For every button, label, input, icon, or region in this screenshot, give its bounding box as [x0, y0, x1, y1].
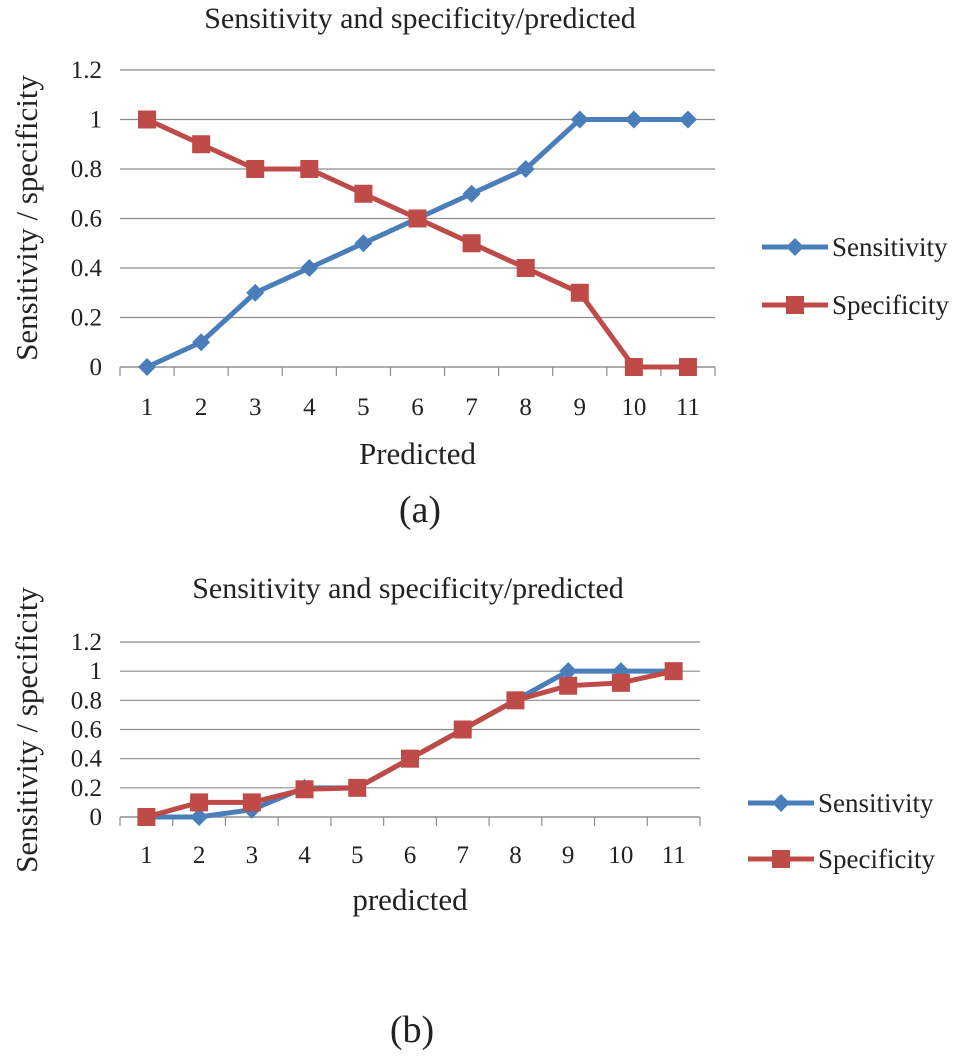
x-tick-label: 10: [608, 842, 633, 869]
line-chart-a: Sensitivity and specificity/predicted 0 0.…: [9, 2, 949, 531]
x-tick-label: 10: [621, 394, 646, 421]
line-chart-b: Sensitivity and specificity/predicted00.…: [9, 572, 935, 1051]
x-tick-label: 1: [141, 394, 154, 421]
data-point-sensitivity: [570, 110, 589, 129]
data-point-specificity: [190, 793, 209, 812]
x-tick-label: 6: [411, 394, 424, 421]
x-tick-label: 4: [298, 842, 311, 869]
data-point-specificity: [408, 209, 427, 228]
data-point-sensitivity: [192, 333, 211, 352]
data-point-specificity: [192, 135, 211, 154]
x-tick-label: 2: [195, 394, 208, 421]
data-point-specificity: [664, 662, 683, 681]
data-point-specificity: [516, 259, 535, 277]
data-point-specificity: [678, 358, 697, 376]
figure-caption: (a): [399, 489, 441, 531]
data-point-sensitivity: [559, 662, 578, 681]
data-point-specificity: [300, 160, 319, 178]
data-point-specificity: [401, 749, 419, 768]
y-tick-label: 0.8: [71, 156, 102, 183]
y-tick-label: 1: [90, 658, 103, 685]
data-point-specificity: [506, 691, 525, 710]
legend-label-sensitivity: Sensitivity: [832, 232, 948, 262]
x-tick-label: 3: [246, 842, 259, 869]
y-tick-label: 0.2: [71, 775, 102, 802]
data-point-specificity: [295, 780, 314, 799]
data-point-specificity: [559, 676, 578, 695]
data-point-specificity: [137, 808, 156, 826]
y-tick-label: 0.4: [71, 255, 103, 282]
x-tick-label: 4: [303, 394, 316, 421]
x-tick-label: 6: [404, 842, 417, 869]
data-point-sensitivity: [516, 160, 535, 178]
legend-marker-sensitivity: [786, 238, 804, 256]
legend-label-sensitivity: Sensitivity: [818, 788, 934, 818]
series-line-specificity: [145, 668, 675, 820]
series-line-sensitivity: [146, 668, 674, 820]
figure-caption: (b): [390, 1009, 434, 1051]
data-point-sensitivity: [300, 259, 319, 277]
series-line-specificity: [146, 117, 688, 370]
legend-label-specificity: Specificity: [832, 290, 949, 320]
x-tick-label: 9: [574, 394, 587, 421]
data-point-specificity: [242, 793, 261, 812]
data-point-sensitivity: [246, 283, 265, 302]
x-tick-label: 11: [662, 842, 686, 869]
chart-panel-b: Sensitivity and specificity/predicted 0 0.…: [0, 560, 980, 1059]
x-tick-label: 5: [357, 394, 370, 421]
data-point-specificity: [354, 184, 373, 203]
chart-title: Sensitivity and specificity/predicted: [204, 2, 636, 35]
data-point-specificity: [138, 110, 157, 129]
x-tick-label: 8: [519, 394, 532, 421]
data-point-sensitivity: [678, 110, 697, 129]
x-tick-label: 11: [676, 394, 700, 421]
data-point-sensitivity: [624, 110, 643, 129]
data-point-sensitivity: [462, 184, 481, 203]
x-tick-label: 3: [249, 394, 262, 421]
y-axis-label: Sensitivity / specificity: [9, 75, 44, 361]
data-point-specificity: [453, 720, 472, 739]
y-tick-label: 0.2: [71, 305, 102, 332]
y-tick-label: 1.2: [71, 629, 102, 656]
y-tick-label: 1: [90, 107, 103, 134]
legend-marker-specificity: [786, 296, 804, 314]
chart-panel-a: Sensitivity and specificity/predicted 0 0.…: [9, 2, 949, 531]
y-tick-label: 0: [90, 804, 103, 831]
y-tick-label: 0: [90, 354, 103, 381]
y-axis-label: Sensitivity / specificity: [9, 587, 44, 873]
data-point-specificity: [570, 283, 589, 302]
data-point-sensitivity: [354, 234, 373, 253]
legend-marker-specificity: [772, 850, 790, 868]
legend-marker-sensitivity: [772, 794, 790, 812]
data-point-specificity: [246, 160, 265, 178]
data-point-specificity: [624, 358, 643, 376]
data-point-specificity: [611, 673, 630, 692]
y-tick-label: 1.2: [71, 57, 102, 84]
x-axis-label: Predicted: [359, 436, 477, 471]
x-tick-label: 8: [509, 842, 522, 869]
data-point-specificity: [462, 234, 481, 253]
legend-label-specificity: Specificity: [818, 844, 935, 874]
x-tick-label: 7: [456, 842, 469, 869]
y-tick-label: 0.4: [71, 746, 103, 773]
x-tick-label: 2: [193, 842, 206, 869]
data-point-specificity: [348, 778, 367, 797]
data-point-sensitivity: [190, 808, 209, 826]
y-tick-label: 0.8: [71, 687, 102, 714]
data-point-sensitivity: [138, 358, 157, 376]
x-tick-label: 1: [140, 842, 153, 869]
x-axis-label: predicted: [352, 882, 468, 917]
x-tick-label: 9: [562, 842, 575, 869]
x-tick-label: 5: [351, 842, 364, 869]
data-point-sensitivity: [611, 662, 630, 681]
chart-title: Sensitivity and specificity/predicted: [192, 572, 624, 605]
x-tick-label: 7: [465, 394, 478, 421]
y-tick-label: 0.6: [71, 717, 102, 744]
y-tick-label: 0.6: [71, 206, 102, 233]
